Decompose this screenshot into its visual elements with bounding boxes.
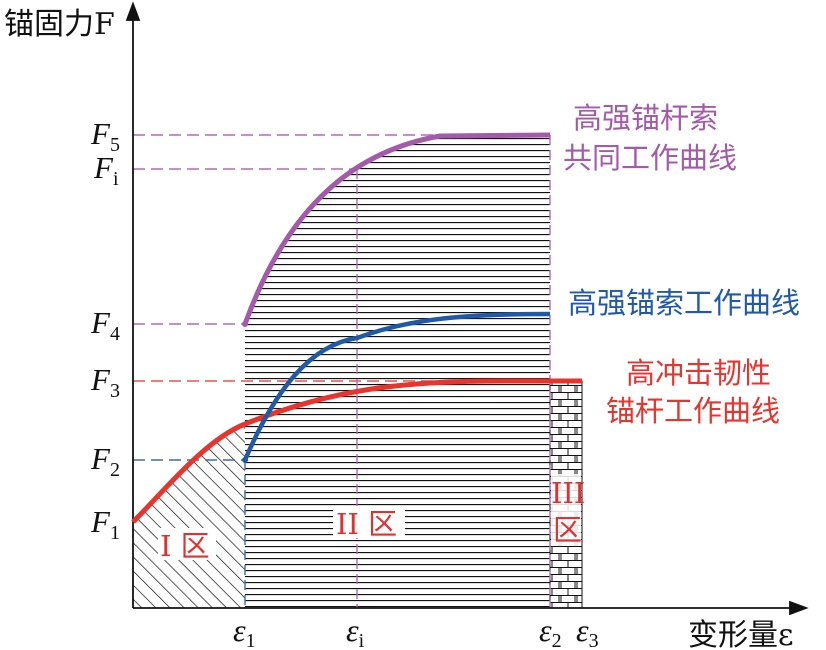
zone-1-label-bg [158, 528, 216, 560]
x-axis-arrow [789, 600, 809, 616]
y-tick-f1: F1 [90, 504, 120, 544]
zone-1-hatch [133, 424, 245, 608]
y-tick-fi: Fi [93, 150, 119, 190]
zone-3-label-bg [551, 474, 581, 546]
bolt-curve-label-line2: 锚杆工作曲线 [606, 394, 780, 428]
x-tick-e2: ε2 [539, 612, 562, 650]
combined-curve-label-line1: 高强锚杆索 [573, 101, 718, 135]
y-tick-f4: F4 [90, 305, 120, 345]
zone-2-label: II 区 [336, 507, 397, 541]
zone-2-label-bg [333, 506, 405, 538]
combined-curve-label-line2: 共同工作曲线 [563, 141, 737, 175]
combined-curve [242, 132, 551, 325]
cable-curve [242, 311, 551, 461]
zone-3-label-bottom: 区 [553, 513, 582, 547]
y-tick-f2: F2 [90, 441, 120, 481]
bolt-curve-label-line1: 高冲击韧性 [626, 356, 771, 390]
y-axis-title: 锚固力F [4, 7, 115, 42]
zone-2-hatch [245, 135, 550, 608]
x-tick-e3: ε3 [576, 612, 599, 650]
cable-curve-label: 高强锚索工作曲线 [568, 286, 800, 320]
x-axis-title: 变形量ε [688, 618, 794, 650]
zone-3-label-top: III [551, 476, 585, 510]
x-tick-ei: εi [346, 612, 365, 650]
marker-f2 [242, 457, 248, 463]
zone-1-label: I 区 [160, 529, 210, 563]
marker-f4 [242, 321, 248, 327]
y-axis-arrow [125, 1, 141, 21]
y-tick-f3: F3 [90, 362, 120, 402]
y-tick-f5: F5 [90, 116, 120, 156]
axes [125, 1, 809, 616]
x-tick-e1: ε1 [233, 612, 256, 650]
